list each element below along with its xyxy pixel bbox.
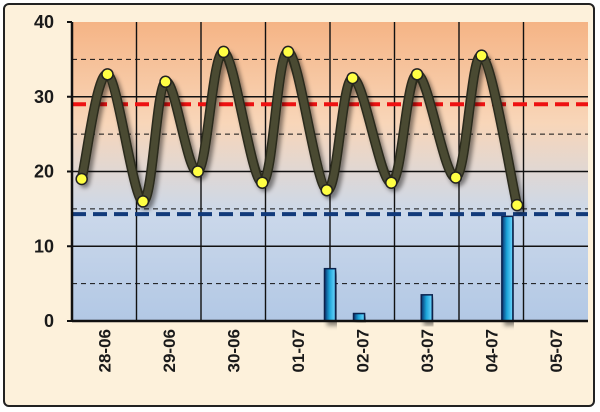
x-tick-label: 03-07 <box>418 329 437 372</box>
line-point <box>75 172 88 186</box>
y-tick-label: 0 <box>44 311 54 331</box>
line-point <box>101 68 114 81</box>
x-tick-label: 29-06 <box>160 329 179 372</box>
y-tick-label: 20 <box>34 162 54 182</box>
line-point <box>475 49 488 62</box>
line-point <box>385 176 398 189</box>
line-point <box>281 45 295 59</box>
line-point <box>136 195 150 208</box>
x-tick-label: 04-07 <box>482 329 501 372</box>
line-point <box>410 68 424 81</box>
line-point <box>256 176 269 189</box>
x-tick-label: 05-07 <box>547 329 566 372</box>
line-point <box>320 183 334 197</box>
line-point <box>217 45 230 59</box>
x-tick-label: 01-07 <box>289 329 308 372</box>
y-tick-label: 30 <box>34 87 54 107</box>
bar <box>501 215 514 322</box>
y-tick-label: 40 <box>34 12 54 32</box>
x-tick-label: 28-06 <box>95 329 114 372</box>
x-tick-label: 30-06 <box>224 329 243 372</box>
x-tick-labels: 28-06 29-06 30-06 01-07 02-07 03-07 04-07 05-07 <box>95 329 566 372</box>
line-series <box>75 45 524 212</box>
y-tick-label: 10 <box>34 236 54 256</box>
line-point <box>346 71 359 85</box>
bar <box>420 294 433 322</box>
x-tick-label: 02-07 <box>353 329 372 372</box>
chart-frame: 0 10 20 30 40 28-06 29-06 30-06 01-07 02-07 03-07… <box>3 3 595 407</box>
y-tick-labels: 0 10 20 30 40 <box>34 12 54 331</box>
bar <box>323 267 337 322</box>
line-point <box>510 198 524 212</box>
line-bar-chart: 0 10 20 30 40 28-06 29-06 30-06 01-07 02-07 03-07… <box>34 12 588 372</box>
line-point <box>159 75 172 89</box>
axes <box>67 21 588 323</box>
line-point <box>449 171 463 184</box>
line-point <box>191 165 205 178</box>
